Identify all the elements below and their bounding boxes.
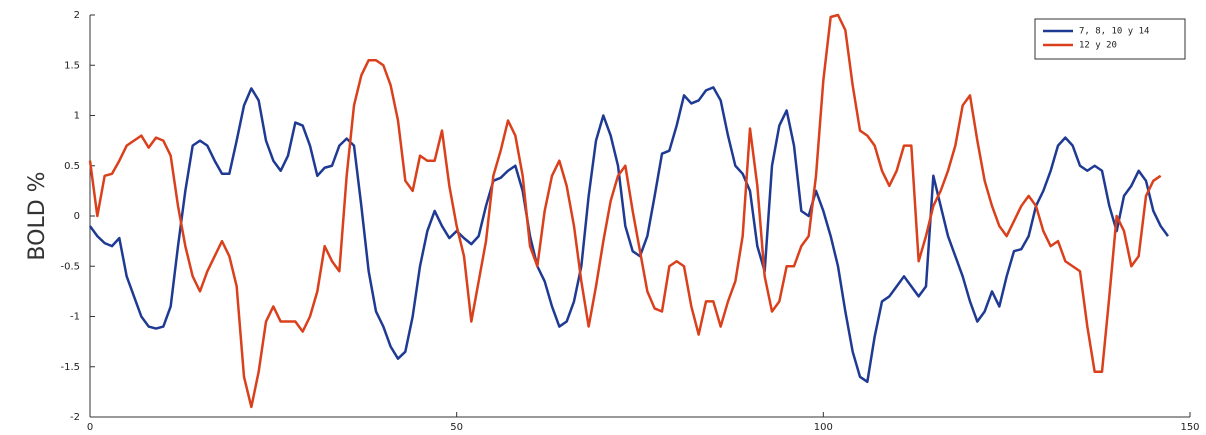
x-tick-label: 0 <box>87 422 93 433</box>
y-tick-label: 1.5 <box>64 60 80 71</box>
legend: 7, 8, 10 y 14 12 y 20 <box>1034 18 1186 60</box>
y-axis-label: BOLD % <box>25 171 50 260</box>
x-tick-label: 100 <box>814 422 833 433</box>
x-tick-label: 50 <box>450 422 463 433</box>
legend-box <box>1034 18 1186 60</box>
series-line <box>88 13 1162 409</box>
y-tick-label: 2 <box>74 10 80 21</box>
legend-label: 12 y 20 <box>1079 41 1117 51</box>
y-tick-label: 0 <box>74 211 80 222</box>
y-tick-label: 0.5 <box>64 161 80 172</box>
y-tick-label: 1 <box>74 111 80 122</box>
y-tick-label: -0.5 <box>60 261 80 272</box>
y-tick-label: -1 <box>70 312 80 323</box>
x-tick-label: 150 <box>1180 422 1199 433</box>
y-tick-label: -1.5 <box>60 362 80 373</box>
y-tick-label: -2 <box>70 412 80 423</box>
series-line <box>88 86 1170 384</box>
legend-label: 7, 8, 10 y 14 <box>1079 27 1149 37</box>
